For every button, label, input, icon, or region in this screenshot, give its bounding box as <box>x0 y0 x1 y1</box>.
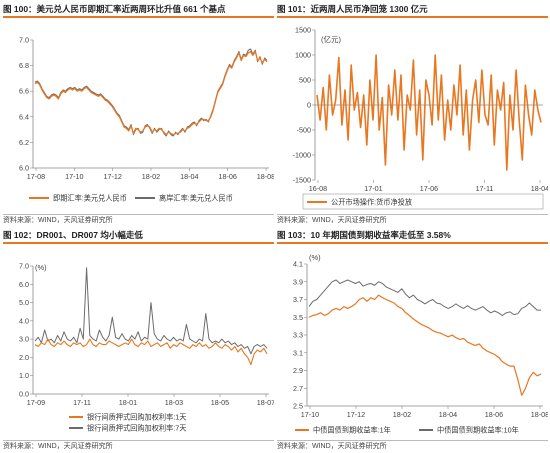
unit-label: (亿元) <box>321 34 341 44</box>
chart-panel-fx: 图 100：美元兑人民币即期汇率近两周环比升值 661 个基点 6.0 6.2 6.… <box>3 2 274 227</box>
source-note: 资料来源：WIND，天风证券研究所 <box>277 443 387 450</box>
x-tick-label: 18-04 <box>531 184 548 193</box>
series-line <box>308 279 541 316</box>
title-divider <box>3 16 274 18</box>
x-tick-label: 17-06 <box>420 184 438 193</box>
y-tick-label: 6.2 <box>19 138 29 147</box>
chart-title: 图 100：美元兑人民币即期汇率近两周环比升值 661 个基点 <box>3 4 226 14</box>
source-note: 资料来源：WIND，天风证券研究所 <box>3 443 113 450</box>
y-tick-label: 5.0 <box>19 298 29 307</box>
source-note: 资料来源：WIND，天风证券研究所 <box>3 217 113 224</box>
y-tick-label: 6.4 <box>19 112 29 121</box>
title-divider <box>277 242 548 244</box>
y-tick-label: -1500 <box>293 176 311 185</box>
legend-label: 公开市场操作:货币净投放 <box>331 198 412 207</box>
y-tick-label: 2.7 <box>293 384 303 393</box>
y-tick-label: 2.5 <box>293 402 303 411</box>
x-tick-label: 17-12 <box>103 172 121 181</box>
y-tick-label: 0.0 <box>19 390 29 399</box>
x-tick-label: 17-11 <box>476 184 494 193</box>
y-tick-label: 1000 <box>295 51 311 60</box>
y-tick-label: 3.3 <box>293 331 303 340</box>
y-tick-label: 6.0 <box>19 280 29 289</box>
x-tick-label: 18-02 <box>393 410 411 419</box>
y-tick-label: 1500 <box>295 26 311 35</box>
x-tick-label: 18-08 <box>531 410 548 419</box>
y-tick-label: 7.0 <box>19 36 29 45</box>
y-tick-label: 3.5 <box>293 313 303 322</box>
chart-title: 图 103：10 年期国债到期收益率走低至 3.58% <box>277 230 451 240</box>
x-tick-label: 18-07 <box>257 398 274 407</box>
source-divider <box>3 440 274 441</box>
x-tick-label: 17-09 <box>27 398 45 407</box>
series-line <box>308 294 542 396</box>
legend-label: 中债国债到期收益率:10年 <box>437 426 519 435</box>
chart-panel-liquidity: 图 101：近两周人民币净回笼 1300 亿元 -1500 -1000 -500 0 5… <box>277 2 548 227</box>
unit-label: (%) <box>35 263 47 272</box>
y-tick-label: 6.8 <box>19 61 29 70</box>
series-line <box>34 48 268 137</box>
title-divider <box>3 242 274 244</box>
fx-line-chart: 6.0 6.2 6.4 6.6 6.8 7.0 17-08 17-10 17-12 18-02 18… <box>19 36 274 203</box>
repo-rate-line-chart: 0.0 1.0 2.0 3.0 4.0 5.0 6.0 7.0 (%) 17-09 17-11 18-… <box>19 262 274 433</box>
y-tick-label: 6.6 <box>19 87 29 96</box>
legend-label: 银行间质押式回购加权利率:7天 <box>87 424 186 433</box>
legend-label: 中债国债到期收益率:1年 <box>313 426 391 435</box>
x-tick-label: 17-11 <box>73 398 91 407</box>
x-tick-label: 17-12 <box>347 410 365 419</box>
title-divider <box>277 16 548 18</box>
bond-yield-line-chart: 2.5 2.7 2.9 3.1 3.3 3.5 3.7 3.9 4.1 (%) 17-10 17-12… <box>293 253 548 435</box>
y-tick-label: 7.0 <box>19 262 29 271</box>
source-note: 资料来源：WIND，天风证券研究所 <box>277 217 387 224</box>
x-tick-label: 18-02 <box>142 172 160 181</box>
y-tick-label: 500 <box>299 76 311 85</box>
y-tick-label: 4.1 <box>293 260 303 269</box>
series-line <box>34 50 268 136</box>
source-divider <box>3 214 274 215</box>
y-tick-label: 2.0 <box>19 353 29 362</box>
series-line <box>34 267 268 355</box>
chart-panel-repo: 图 102：DR001、DR007 均小幅走低 0.0 1.0 2.0 3.0 4.0 5… <box>3 228 274 453</box>
x-tick-label: 18-04 <box>439 410 457 419</box>
x-tick-label: 18-04 <box>180 172 198 181</box>
legend-box <box>302 193 544 210</box>
y-tick-label: 1.0 <box>19 371 29 380</box>
y-tick-label: 3.7 <box>293 295 303 304</box>
x-tick-label: 16-08 <box>309 184 327 193</box>
source-divider <box>277 440 548 441</box>
series-line <box>316 54 542 171</box>
x-tick-label: 18-05 <box>211 398 229 407</box>
y-tick-label: 0 <box>307 101 311 110</box>
legend-label: 离岸汇率:美元兑人民币 <box>159 194 233 203</box>
unit-label: (%) <box>309 253 321 262</box>
x-tick-label: 18-03 <box>165 398 183 407</box>
x-tick-label: 17-10 <box>65 172 83 181</box>
y-tick-label: 6.0 <box>19 164 29 173</box>
y-tick-label: 2.9 <box>293 366 303 375</box>
legend-label: 即期汇率:美元兑人民币 <box>53 194 127 203</box>
liquidity-line-chart: -1500 -1000 -500 0 500 1000 1500 (亿元) 16-08 17-01… <box>293 26 548 210</box>
x-tick-label: 18-06 <box>218 172 236 181</box>
series-line <box>34 338 268 366</box>
chart-title: 图 101：近两周人民币净回笼 1300 亿元 <box>277 4 428 14</box>
y-tick-label: -1000 <box>293 151 311 160</box>
x-tick-label: 18-08 <box>257 172 274 181</box>
x-tick-label: 17-01 <box>364 184 382 193</box>
y-tick-label: 4.0 <box>19 316 29 325</box>
y-tick-label: 3.9 <box>293 277 303 286</box>
chart-title: 图 102：DR001、DR007 均小幅走低 <box>3 230 143 240</box>
y-tick-label: 3.0 <box>19 335 29 344</box>
x-tick-label: 17-10 <box>301 410 319 419</box>
legend-label: 银行间质押式回购加权利率:1天 <box>87 413 186 422</box>
x-tick-label: 18-01 <box>119 398 137 407</box>
y-tick-label: 3.1 <box>293 348 303 357</box>
y-tick-label: -500 <box>297 126 311 135</box>
x-tick-label: 18-06 <box>485 410 503 419</box>
source-divider <box>277 214 548 215</box>
x-tick-label: 17-08 <box>27 172 45 181</box>
chart-panel-yield: 图 103：10 年期国债到期收益率走低至 3.58% 2.5 2.7 2.9 3.1… <box>277 228 548 453</box>
